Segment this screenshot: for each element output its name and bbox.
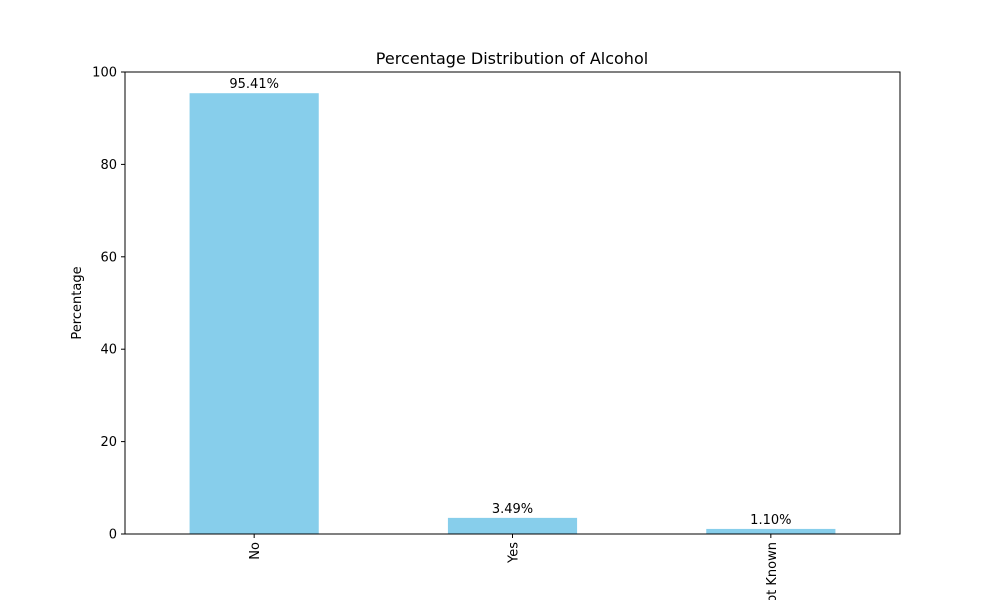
y-tick-label-2: 40 (100, 343, 117, 358)
bar-2 (706, 528, 836, 534)
y-tick-label-3: 60 (100, 250, 117, 265)
x-tick-label-2: Not Known (765, 542, 780, 600)
y-tick-label-4: 80 (100, 158, 117, 173)
plot-frame (124, 71, 901, 535)
chart-title: Percentage Distribution of Alcohol (376, 49, 648, 68)
x-tick-label-0: No (248, 542, 263, 560)
y-axis-label: Percentage (70, 266, 85, 339)
data-label-0: 95.41% (229, 77, 279, 92)
y-tick-label-5: 100 (92, 66, 117, 81)
bar-0 (189, 93, 319, 534)
y-tick-label-1: 20 (100, 435, 117, 450)
data-label-1: 3.49% (492, 502, 533, 517)
data-label-2: 1.10% (750, 513, 791, 528)
y-tick-label-0: 0 (109, 528, 117, 543)
plot-area: 95.41% No 3.49% Yes 1.10% Not Known 0 20 40 60 80 1… (92, 66, 901, 600)
x-tick-label-1: Yes (507, 542, 522, 564)
bar-1 (447, 517, 578, 534)
